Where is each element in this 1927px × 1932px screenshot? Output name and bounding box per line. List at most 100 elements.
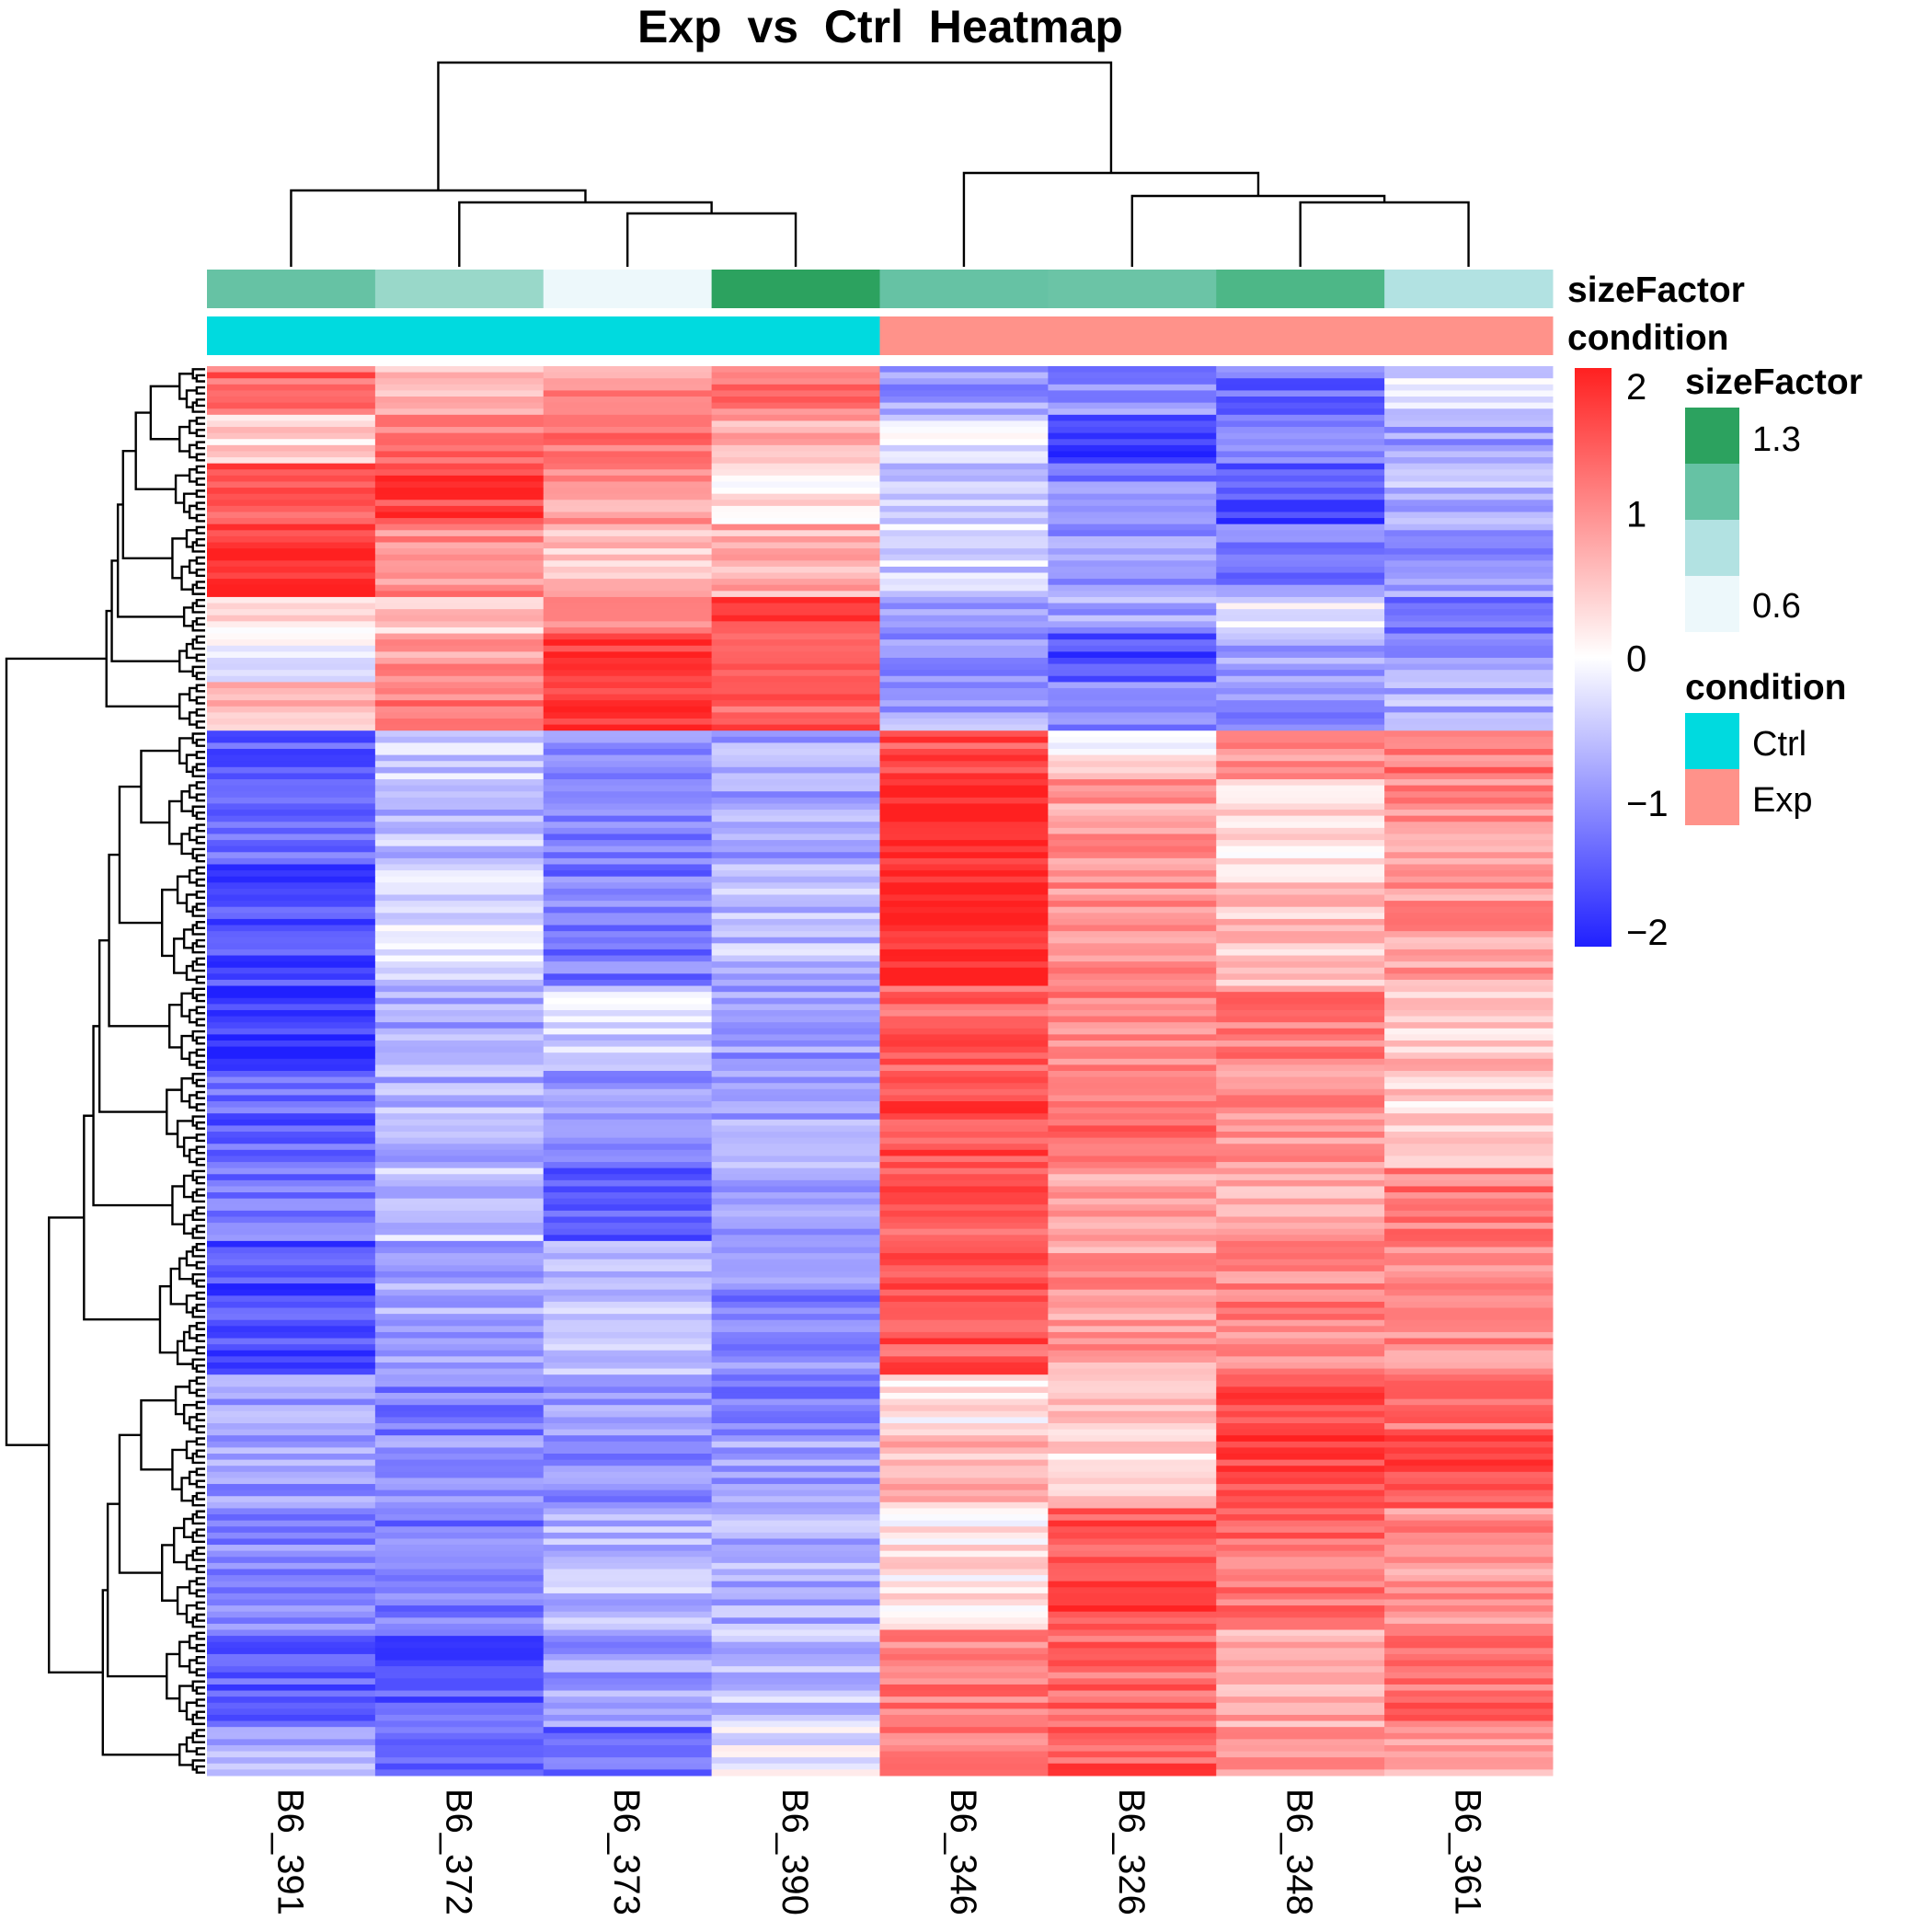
heatmap-cell (711, 1550, 880, 1558)
heatmap-cell (374, 402, 545, 409)
heatmap-cell (1216, 1186, 1385, 1193)
heatmap-cell (374, 1739, 545, 1746)
heatmap-cell (1048, 870, 1217, 878)
chart-title: Exp vs Ctrl Heatmap (637, 1, 1123, 52)
heatmap-cell (543, 1028, 713, 1035)
heatmap-cell (543, 1277, 713, 1284)
heatmap-cell (543, 961, 713, 969)
dendrogram-branch (191, 1680, 205, 1692)
heatmap-cell (1048, 554, 1217, 561)
heatmap-cell (543, 1459, 713, 1466)
heatmap-cell (543, 1210, 713, 1217)
heatmap-cell (1216, 840, 1385, 847)
heatmap-cell (543, 1137, 713, 1144)
heatmap-cell (374, 1575, 545, 1582)
heatmap-cell (711, 687, 880, 696)
heatmap-cell (711, 827, 880, 834)
heatmap-cell (1384, 1562, 1554, 1570)
heatmap-cell (1384, 1636, 1554, 1643)
heatmap-cell (1048, 1471, 1217, 1478)
heatmap-cell (1384, 591, 1554, 598)
heatmap-cell (374, 857, 545, 865)
heatmap-cell (1384, 463, 1554, 470)
heatmap-cell (711, 493, 880, 500)
heatmap-cell (879, 566, 1049, 574)
heatmap-cell (1216, 1466, 1385, 1473)
heatmap-cell (543, 1587, 713, 1594)
heatmap-cell (879, 1356, 1049, 1363)
heatmap-cell (207, 1410, 376, 1418)
dendrogram-branch (185, 1701, 197, 1721)
heatmap-cell (879, 408, 1049, 416)
dendrogram-branch (110, 559, 180, 662)
dendrogram-branch (195, 1400, 205, 1409)
heatmap-cell (543, 651, 713, 659)
dendrogram-branch (625, 212, 797, 267)
heatmap-cells (207, 366, 1554, 1777)
heatmap-cell (1216, 621, 1385, 628)
heatmap-cell (879, 766, 1049, 774)
heatmap-cell (207, 651, 376, 659)
heatmap-cell (1216, 572, 1385, 580)
heatmap-cell (207, 1004, 376, 1011)
heatmap-cell (1216, 451, 1385, 458)
dendrogram-branch (118, 1433, 163, 1574)
heatmap-cell (1216, 414, 1385, 421)
heatmap-cell (543, 1380, 713, 1387)
heatmap-cell (1384, 572, 1554, 580)
heatmap-cell (879, 1587, 1049, 1594)
heatmap-cell (1216, 1076, 1385, 1084)
heatmap-cell (879, 761, 1049, 768)
heatmap-cell (879, 682, 1049, 689)
heatmap-cell (543, 1405, 713, 1412)
heatmap-cell (543, 1095, 713, 1102)
heatmap-cell (879, 913, 1049, 920)
heatmap-cell (1216, 682, 1385, 689)
heatmap-cell (1384, 1696, 1554, 1704)
dendrogram-branch (185, 1294, 197, 1314)
heatmap-cell (1048, 997, 1217, 1005)
heatmap-cell (374, 706, 545, 713)
heatmap-cell (543, 535, 713, 543)
heatmap-cell (374, 1569, 545, 1576)
heatmap-cell (879, 1678, 1049, 1685)
heatmap-cell (207, 901, 376, 908)
heatmap-cell (207, 1744, 376, 1753)
heatmap-cell (1048, 1678, 1217, 1685)
heatmap-cell (543, 1684, 713, 1692)
heatmap-cell (1216, 1083, 1385, 1090)
heatmap-cell (543, 1641, 713, 1649)
heatmap-cell (1384, 955, 1554, 962)
dendrogram-branch (195, 569, 205, 578)
heatmap-cell (711, 815, 880, 822)
heatmap-cell (1048, 1125, 1217, 1133)
heatmap-cell (1384, 579, 1554, 586)
heatmap-cell (711, 1769, 880, 1777)
heatmap-cell (1216, 973, 1385, 981)
heatmap-cell (711, 864, 880, 871)
heatmap-cell (1048, 542, 1217, 549)
heatmap-cell (879, 1331, 1049, 1340)
heatmap-cell (1048, 1210, 1217, 1217)
heatmap-cell (1384, 1149, 1554, 1156)
heatmap-cell (207, 1076, 376, 1084)
heatmap-cell (374, 1562, 545, 1570)
heatmap-cell (1048, 488, 1217, 495)
heatmap-cell (1216, 500, 1385, 507)
heatmap-cell (374, 1314, 545, 1321)
column-label: B6_348 (1279, 1788, 1320, 1915)
heatmap-cell (1048, 1216, 1217, 1224)
heatmap-cell (374, 432, 545, 440)
heatmap-cell (543, 657, 713, 665)
heatmap-cell (1384, 1064, 1554, 1072)
heatmap-cell (1384, 906, 1554, 914)
heatmap-cell (1048, 390, 1217, 397)
heatmap-cell (1384, 967, 1554, 974)
dendrogram-branch (195, 635, 205, 644)
dendrogram-branch (191, 1616, 205, 1628)
heatmap-cell (879, 444, 1049, 452)
heatmap-cell (1048, 749, 1217, 756)
heatmap-cell (711, 1441, 880, 1448)
heatmap-cell (879, 1289, 1049, 1296)
heatmap-cell (1048, 918, 1217, 926)
